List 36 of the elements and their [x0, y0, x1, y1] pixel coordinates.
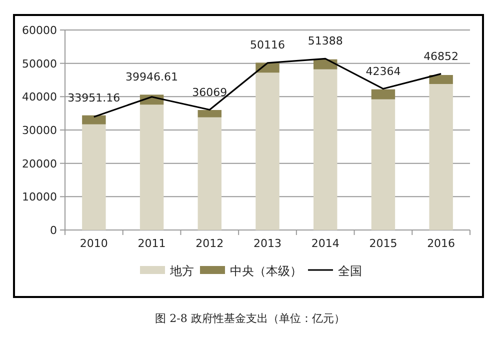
bar [256, 72, 280, 230]
y-tick-label: 10000 [22, 190, 57, 204]
data-label: 42364 [366, 64, 401, 78]
bar [371, 99, 396, 230]
legend-label: 地方 [169, 264, 194, 278]
bar [429, 75, 453, 84]
x-tick-label: 2010 [80, 237, 108, 250]
bar [82, 124, 106, 230]
data-label: 50116 [250, 38, 285, 52]
legend-label: 中央（本级） [230, 264, 302, 278]
data-label: 33951.16 [68, 91, 120, 104]
x-tick-label: 2013 [254, 237, 282, 250]
y-tick-label: 60000 [22, 24, 57, 37]
x-tick-label: 2014 [311, 237, 340, 250]
data-label: 36069 [192, 86, 228, 99]
bar [198, 110, 222, 118]
y-tick-label: 20000 [22, 157, 57, 170]
y-tick-label: 0 [50, 224, 57, 237]
bar [140, 104, 164, 230]
data-label: 39946.61 [126, 70, 178, 84]
y-tick-label: 50000 [22, 57, 57, 70]
data-label: 51388 [308, 34, 343, 48]
bar [313, 69, 338, 230]
y-tick-label: 30000 [22, 124, 57, 137]
x-tick-label: 2012 [196, 237, 224, 250]
x-tick-label: 2015 [369, 237, 398, 250]
x-tick-label: 2016 [427, 237, 456, 250]
legend-label: 全国 [338, 264, 362, 278]
y-tick-label: 40000 [22, 90, 57, 104]
bar [198, 117, 222, 230]
bar [429, 84, 453, 230]
text: 图 2-8 政府性基金支出（单位：亿元） [155, 312, 345, 325]
data-label: 46852 [424, 50, 459, 63]
bar [371, 89, 396, 100]
bar [82, 115, 106, 124]
x-tick-label: 2011 [138, 237, 166, 250]
